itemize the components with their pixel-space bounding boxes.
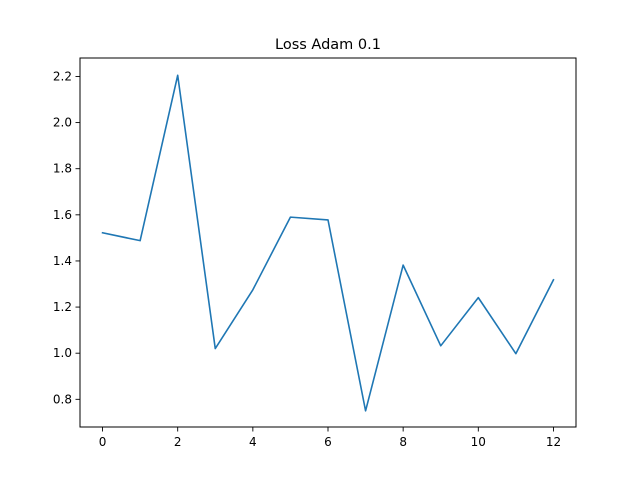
plot-area	[101, 74, 555, 412]
x-tick-label-1: 2	[174, 435, 182, 449]
chart-title: Loss Adam 0.1	[275, 37, 381, 53]
y-tick-label-5: 1.8	[53, 162, 72, 176]
x-tick-label-3: 6	[324, 435, 332, 449]
x-tick-label-4: 8	[399, 435, 407, 449]
y-tick-label-3: 1.4	[53, 254, 72, 268]
x-tick-label-6: 12	[546, 435, 561, 449]
x-axis: 0 2 4 6 8 10 12	[99, 427, 561, 449]
y-tick-label-1: 1.0	[53, 346, 72, 360]
y-axis: 0.8 1.0 1.2 1.4 1.6 1.8 2.0 2.2	[53, 69, 80, 406]
y-tick-label-6: 2.0	[53, 116, 72, 130]
x-tick-label-2: 4	[249, 435, 257, 449]
series-line-0	[101, 74, 555, 412]
x-tick-label-5: 10	[471, 435, 486, 449]
y-tick-label-4: 1.6	[53, 208, 72, 222]
y-tick-label-0: 0.8	[53, 392, 72, 406]
x-tick-label-0: 0	[99, 435, 107, 449]
y-tick-label-7: 2.2	[53, 69, 72, 83]
y-tick-label-2: 1.2	[53, 300, 72, 314]
